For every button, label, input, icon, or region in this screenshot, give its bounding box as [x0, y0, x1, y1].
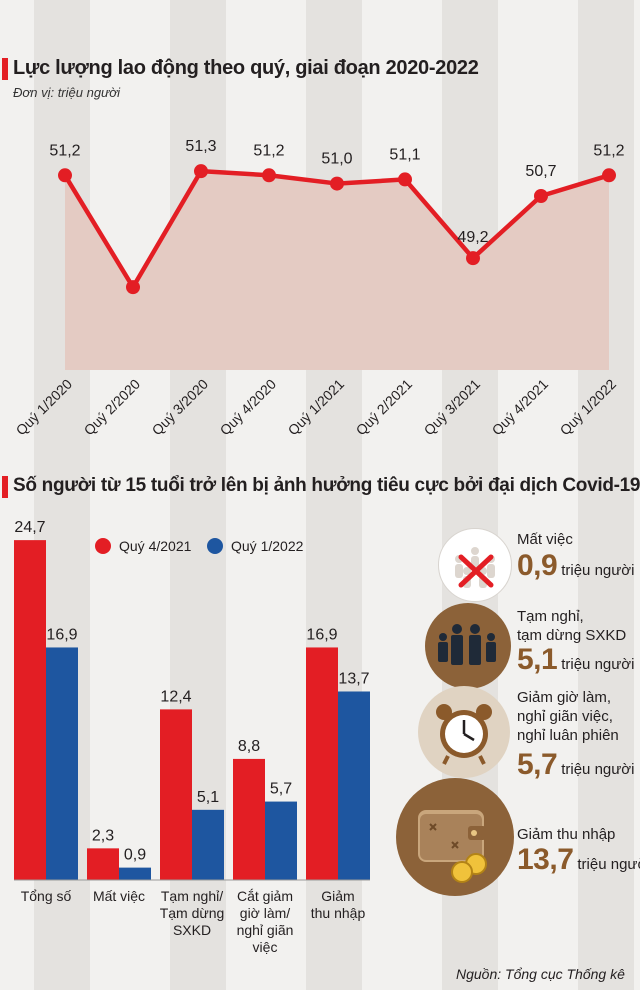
x-category-line: SXKD	[172, 922, 212, 938]
x-category-line: giờ làm/	[239, 905, 291, 921]
bar-value-label: 16,9	[46, 626, 77, 643]
x-category-line: Tạm nghỉ/	[160, 888, 224, 904]
x-category-line: Giảm	[321, 888, 355, 904]
bar-value-label: 5,1	[197, 789, 219, 806]
unit-label: Đơn vị: triệu người	[13, 85, 121, 100]
bar-value-label: 16,9	[306, 626, 337, 643]
data-point	[330, 176, 344, 191]
legend-label: Quý 4/2021	[119, 538, 192, 554]
bar	[233, 758, 265, 880]
data-point	[194, 164, 208, 179]
crossed-out-crowd-icon	[438, 528, 512, 602]
data-label: 51,2	[49, 142, 80, 159]
data-point	[398, 172, 412, 187]
x-category-line: Tổng số	[20, 888, 72, 904]
card-value: 0,9 triệu người	[517, 549, 635, 582]
bar-chart-title: Số người từ 15 tuổi trở lên bị ảnh hưởng…	[13, 475, 640, 496]
x-category-label: Giảm thu nhập	[300, 888, 376, 922]
card-label: nghỉ luân phiên	[517, 727, 619, 744]
bar	[87, 848, 119, 880]
x-category-label: Mất việc	[81, 888, 157, 905]
data-point	[466, 251, 480, 266]
x-category-label: Tổng số	[8, 888, 84, 905]
bar-value-label: 0,9	[124, 847, 146, 864]
bar	[306, 647, 338, 880]
card-value: 5,7 triệu người	[517, 748, 635, 781]
x-category-line: Tạm dừng	[159, 905, 225, 921]
card-label: nghỉ giãn việc,	[517, 708, 613, 725]
data-label: 49,2	[457, 229, 488, 246]
source-note: Nguồn: Tổng cục Thống kê	[456, 966, 625, 982]
bar	[192, 809, 224, 880]
card-label: Tạm nghỉ,	[517, 608, 584, 625]
title-accent	[2, 58, 8, 80]
area-fill	[65, 171, 609, 370]
data-label: 51,0	[321, 151, 352, 168]
bar-value-label: 2,3	[92, 827, 114, 844]
bar	[160, 709, 192, 880]
data-point	[534, 189, 548, 203]
bar-value-label: 5,7	[270, 781, 292, 798]
bg-stripe	[578, 0, 634, 990]
workers-group-icon	[425, 603, 511, 689]
data-point	[58, 168, 72, 183]
card-label: Giảm thu nhập	[517, 826, 616, 843]
legend-label: Quý 1/2022	[231, 538, 304, 554]
line-chart-title: Lực lượng lao động theo quý, giai đoạn 2…	[13, 57, 479, 79]
card-value: 5,1 triệu người	[517, 643, 635, 676]
data-label: 50,7	[525, 163, 556, 180]
bar	[119, 867, 151, 880]
data-label: 51,1	[389, 146, 420, 163]
legend-swatch-blue	[207, 538, 223, 554]
data-label: 51,3	[185, 138, 216, 155]
title-accent	[2, 476, 8, 498]
wallet-coins-icon	[396, 778, 514, 896]
bar-value-label: 24,7	[14, 519, 45, 536]
legend-item-q4-2021: Quý 4/2021	[95, 538, 191, 554]
data-point	[126, 280, 140, 295]
x-category-label: Cắt giảm giờ làm/nghỉ giãn việc	[227, 888, 303, 956]
bar	[46, 647, 78, 880]
bar-value-label: 13,7	[338, 670, 369, 687]
x-category-label: Tạm nghỉ/Tạm dừng SXKD	[154, 888, 230, 939]
bar-value-label: 8,8	[238, 738, 260, 755]
bar-value-label: 12,4	[160, 688, 191, 705]
card-label: Giảm giờ làm,	[517, 689, 612, 706]
x-category-line: thu nhập	[310, 905, 366, 921]
data-point	[602, 168, 616, 183]
legend-item-q1-2022: Quý 1/2022	[207, 538, 303, 554]
data-label: 51,2	[253, 142, 284, 159]
data-point	[262, 168, 276, 183]
data-label: 51,2	[593, 142, 624, 159]
legend-swatch-red	[95, 538, 111, 554]
x-category-line: nghỉ giãn việc	[236, 922, 294, 955]
bar	[338, 691, 370, 880]
bar	[14, 540, 46, 880]
card-label: Mất việc	[517, 531, 573, 548]
card-label: tạm dừng SXKD	[517, 627, 627, 644]
bar	[265, 801, 297, 880]
x-category-line: Mất việc	[92, 888, 146, 904]
alarm-clock-icon	[418, 686, 510, 778]
x-category-line: Cắt giảm	[236, 888, 294, 904]
